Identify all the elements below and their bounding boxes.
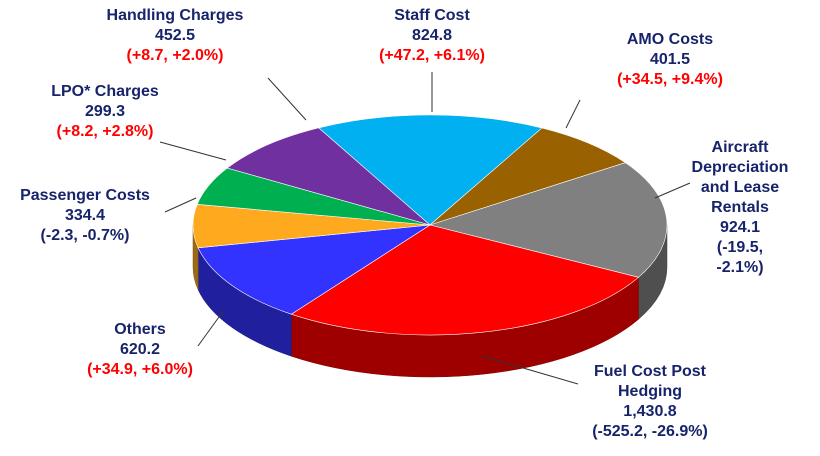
slice-label: Handling Charges 452.5 (+8.7, +2.0%) <box>107 6 244 66</box>
value-label: 620.2 <box>119 341 161 358</box>
slice <box>226 127 431 226</box>
slice <box>318 114 543 226</box>
slice-label: Others 620.2 (+34.9, +6.0%) <box>87 320 193 380</box>
slice-label: Passenger Costs 334.4 (-2.3, -0.7%) <box>20 186 150 246</box>
value-label: 824.8 <box>411 27 453 44</box>
category-label: Fuel Cost Post Hedging <box>593 363 707 400</box>
change-label: (-2.3, -0.7%) <box>40 227 130 244</box>
slice-label: Aircraft Depreciation and Lease Rentals 9… <box>692 138 789 278</box>
slice <box>290 224 640 336</box>
slice-label: LPO* Charges 299.3 (+8.2, +2.8%) <box>51 82 159 142</box>
leader-line <box>159 141 227 161</box>
slice <box>428 162 668 278</box>
change-label: (+47.2, +6.1%) <box>379 47 485 64</box>
value-label: 924.1 <box>719 219 761 236</box>
category-label: Others <box>114 321 166 338</box>
slice-label: Fuel Cost Post Hedging 1,430.8 (-525.2, -2… <box>592 362 708 442</box>
slice <box>197 224 431 315</box>
leader-line <box>481 355 579 385</box>
change-label: (+34.9, +6.0%) <box>87 361 193 378</box>
category-label: AMO Costs <box>626 31 714 48</box>
change-label: (-19.5, -2.1%) <box>716 239 764 276</box>
slice-label: Staff Cost 824.8 (+47.2, +6.1%) <box>379 6 485 66</box>
category-label: Staff Cost <box>394 7 470 24</box>
pie-sides <box>192 224 668 378</box>
leader-line <box>267 77 307 121</box>
slice-label: AMO Costs 401.5 (+34.5, +9.4%) <box>617 30 723 90</box>
value-label: 334.4 <box>64 207 106 224</box>
change-label: (+8.2, +2.8%) <box>56 123 154 140</box>
category-label: LPO* Charges <box>51 83 159 100</box>
category-label: Passenger Costs <box>20 187 150 204</box>
slice <box>429 127 626 226</box>
value-label: 299.3 <box>84 103 126 120</box>
leader-line <box>565 99 581 129</box>
value-label: 452.5 <box>154 27 196 44</box>
leader-line <box>654 182 691 199</box>
pie-tops <box>192 114 668 336</box>
value-label: 401.5 <box>649 51 691 68</box>
change-label: (+8.7, +2.0%) <box>126 47 224 64</box>
leader-line <box>197 309 225 347</box>
change-label: (-525.2, -26.9%) <box>592 423 708 440</box>
change-label: (+34.5, +9.4%) <box>617 71 723 88</box>
category-label: Aircraft Depreciation and Lease Rentals <box>691 139 789 216</box>
value-label: 1,430.8 <box>623 403 677 420</box>
leader-line <box>164 197 197 213</box>
category-label: Handling Charges <box>106 7 244 24</box>
